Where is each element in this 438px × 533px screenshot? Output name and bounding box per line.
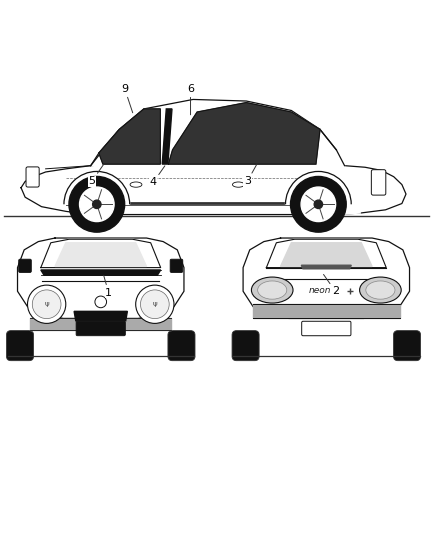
Polygon shape (286, 172, 351, 204)
Ellipse shape (130, 182, 142, 187)
Polygon shape (64, 172, 130, 204)
Polygon shape (162, 109, 172, 164)
Ellipse shape (360, 277, 401, 303)
Polygon shape (266, 239, 386, 268)
Polygon shape (41, 239, 161, 268)
Ellipse shape (258, 281, 287, 299)
Polygon shape (18, 238, 184, 318)
FancyBboxPatch shape (302, 321, 351, 336)
Circle shape (92, 200, 101, 208)
Text: ψ: ψ (44, 301, 49, 307)
FancyBboxPatch shape (26, 167, 39, 187)
Polygon shape (169, 102, 320, 164)
Circle shape (32, 290, 61, 319)
Ellipse shape (366, 281, 395, 299)
Circle shape (28, 285, 66, 324)
Text: 9: 9 (121, 84, 133, 113)
FancyBboxPatch shape (76, 321, 125, 336)
Text: ψ: ψ (152, 301, 157, 307)
Text: 5: 5 (88, 165, 103, 186)
Text: 1: 1 (104, 276, 112, 298)
Circle shape (314, 200, 322, 208)
Circle shape (141, 290, 169, 319)
Polygon shape (243, 238, 410, 318)
Circle shape (95, 296, 106, 308)
FancyBboxPatch shape (168, 330, 195, 361)
Text: 2: 2 (324, 274, 339, 296)
Polygon shape (30, 318, 172, 330)
Text: 3: 3 (244, 164, 257, 186)
FancyBboxPatch shape (232, 330, 259, 361)
FancyBboxPatch shape (371, 169, 386, 195)
Polygon shape (280, 243, 372, 266)
Ellipse shape (233, 182, 244, 187)
Polygon shape (91, 100, 361, 215)
Polygon shape (55, 243, 146, 266)
Text: 4: 4 (150, 166, 165, 188)
FancyBboxPatch shape (393, 330, 420, 361)
Polygon shape (41, 270, 161, 275)
Circle shape (136, 285, 174, 324)
Text: neon: neon (308, 286, 331, 295)
Ellipse shape (251, 277, 293, 303)
Polygon shape (21, 166, 406, 215)
Polygon shape (99, 109, 160, 164)
Polygon shape (301, 265, 351, 269)
Polygon shape (253, 304, 399, 318)
Polygon shape (74, 311, 127, 321)
Text: 6: 6 (187, 84, 194, 115)
FancyBboxPatch shape (170, 259, 183, 272)
Circle shape (290, 176, 346, 232)
Circle shape (69, 176, 125, 232)
Circle shape (301, 187, 336, 222)
Circle shape (80, 187, 114, 222)
FancyBboxPatch shape (7, 330, 34, 361)
FancyBboxPatch shape (19, 259, 32, 272)
